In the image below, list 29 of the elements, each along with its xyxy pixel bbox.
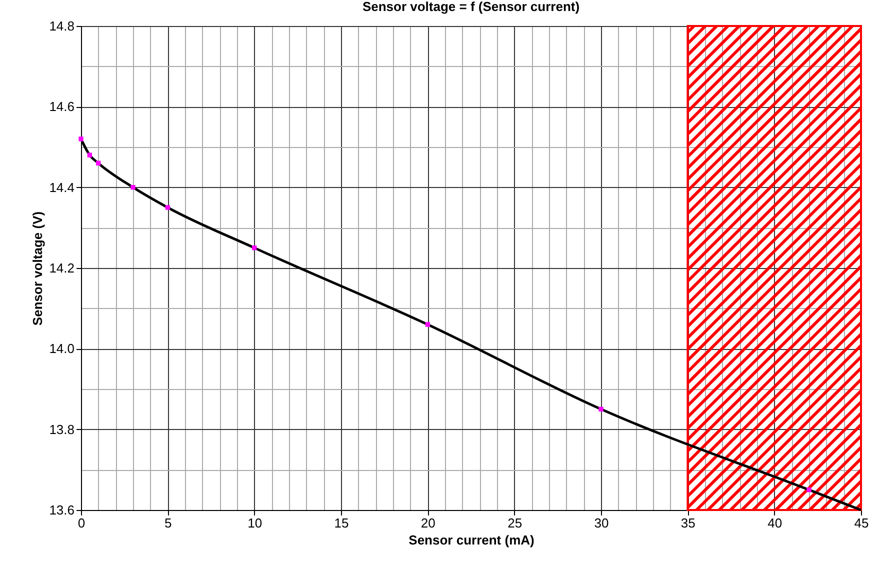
x-axis-title: Sensor current (mA): [408, 532, 534, 548]
y-tick-label: 14.8: [49, 18, 74, 34]
y-tick-label: 13.8: [49, 422, 74, 437]
x-tick-label: 5: [164, 516, 172, 530]
y-axis-title: Sensor voltage (V): [30, 211, 46, 326]
point: [252, 245, 257, 250]
x-tick-label: 30: [594, 516, 609, 530]
y-tick-label: 14.2: [49, 260, 74, 276]
point: [87, 152, 92, 158]
point: [806, 487, 812, 492]
x-tick-label: 40: [768, 516, 782, 530]
y-tick-label: 14.4: [49, 180, 74, 195]
x-tick-label: 45: [854, 516, 869, 530]
point: [425, 322, 430, 327]
x-tick-label: 25: [508, 516, 522, 530]
x-tick-label: 10: [248, 516, 262, 530]
y-tick-label: 14.0: [49, 341, 74, 356]
x-tick-label: 0: [78, 516, 86, 530]
x-tick-label: 15: [334, 516, 349, 530]
point: [96, 160, 101, 166]
y-tick-label: 13.6: [49, 502, 74, 518]
point: [130, 184, 136, 190]
point: [598, 406, 604, 412]
chart-title: Sensor voltage = f (Sensor current): [362, 0, 580, 14]
y-tick-label: 14.6: [49, 99, 74, 114]
point: [165, 205, 170, 210]
point: [78, 136, 84, 142]
x-tick-label: 20: [420, 516, 436, 530]
x-tick-label: 35: [680, 516, 696, 530]
